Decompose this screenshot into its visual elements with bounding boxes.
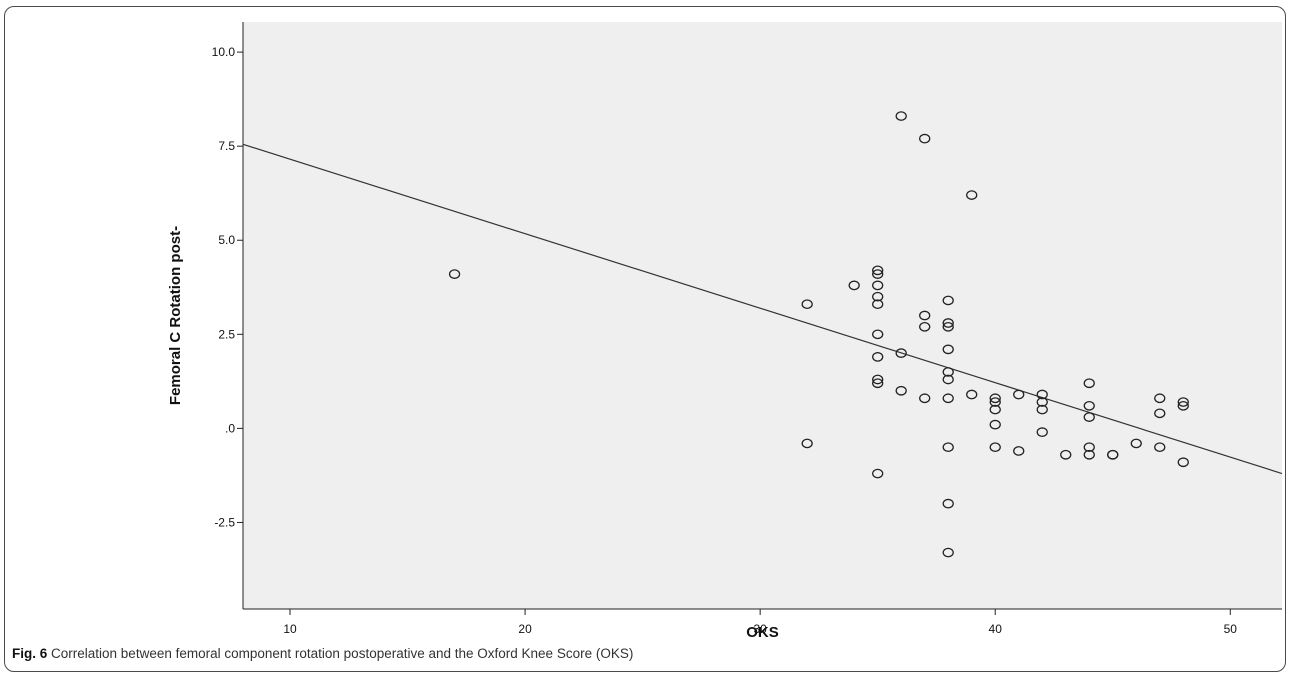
data-point: [1083, 442, 1095, 453]
data-point: [872, 291, 884, 302]
data-point: [1060, 449, 1072, 460]
data-point: [919, 133, 931, 144]
data-point: [942, 547, 954, 558]
data-point: [942, 442, 954, 453]
x-tick-label: 50: [1224, 622, 1238, 636]
data-point: [942, 498, 954, 509]
data-point: [1154, 442, 1166, 453]
data-point: [942, 367, 954, 377]
data-point: [919, 321, 931, 332]
data-point: [872, 378, 884, 389]
data-point: [1177, 457, 1189, 468]
data-point: [989, 397, 1001, 407]
scatter-chart: 10.0 7.5 5.0 2.5 .0 -2.5 10 20 30 40 50 OKS Femor…: [167, 22, 1283, 640]
figure-label: Fig. 6: [12, 646, 48, 661]
data-point: [1107, 449, 1119, 460]
data-point: [1083, 412, 1095, 422]
data-point: [1177, 400, 1189, 411]
data-point: [1130, 438, 1142, 449]
data-point: [895, 348, 907, 358]
y-tick-label: 2.5: [218, 327, 235, 341]
fit-line: [242, 143, 1283, 475]
x-tick-label: 20: [518, 622, 532, 636]
y-tick-label: 10.0: [212, 45, 236, 59]
fit-line-group: [242, 143, 1283, 475]
data-point: [1083, 378, 1095, 389]
data-point: [966, 190, 978, 200]
data-point: [872, 269, 884, 279]
data-point: [1177, 397, 1189, 407]
y-tick-label: .0: [225, 421, 235, 435]
data-point: [942, 344, 954, 355]
data-point: [872, 280, 884, 291]
data-point: [989, 393, 1001, 404]
data-point: [919, 310, 931, 321]
data-point: [1036, 404, 1048, 415]
data-point: [1013, 446, 1025, 456]
y-axis-title: Femoral C Rotation post-: [167, 226, 184, 405]
plot-area: [243, 22, 1282, 609]
data-point: [1036, 389, 1048, 400]
x-axis-title: OKS: [746, 624, 779, 640]
data-point: [895, 385, 907, 396]
data-point: [942, 295, 954, 306]
x-tick-label: 30: [753, 622, 767, 636]
data-point: [1036, 427, 1048, 437]
data-point: [872, 265, 884, 276]
data-point: [1013, 389, 1025, 400]
data-point: [942, 318, 954, 328]
data-point: [872, 374, 884, 385]
data-point: [1036, 397, 1048, 407]
y-tick-label: -2.5: [214, 515, 235, 529]
data-point: [942, 393, 954, 404]
data-point: [1154, 408, 1166, 419]
figure-caption-text: Correlation between femoral component ro…: [47, 646, 634, 661]
data-point: [872, 352, 884, 362]
data-point: [966, 389, 978, 400]
data-points: [448, 111, 1189, 558]
data-point: [989, 442, 1001, 453]
data-point: [1154, 393, 1166, 404]
data-point: [801, 438, 813, 449]
data-point: [895, 111, 907, 121]
x-tick-label: 40: [989, 622, 1003, 636]
data-point: [872, 329, 884, 340]
data-point: [448, 269, 461, 279]
data-point: [942, 374, 954, 385]
x-tick-label: 10: [283, 622, 297, 636]
figure-caption: Fig. 6 Correlation between femoral compo…: [12, 646, 633, 661]
data-point: [1083, 400, 1095, 411]
data-point: [801, 299, 813, 310]
x-axis: 10 20 30 40 50: [243, 608, 1282, 636]
y-tick-label: 7.5: [218, 139, 235, 153]
data-point: [872, 299, 884, 310]
data-point: [1083, 449, 1095, 460]
data-point: [848, 280, 860, 291]
data-point: [942, 321, 954, 332]
data-point: [919, 393, 931, 404]
y-tick-label: 5.0: [218, 233, 235, 247]
y-axis: 10.0 7.5 5.0 2.5 .0 -2.5: [212, 22, 244, 609]
data-point: [872, 468, 884, 479]
data-point: [989, 419, 1001, 430]
data-point: [989, 404, 1001, 415]
